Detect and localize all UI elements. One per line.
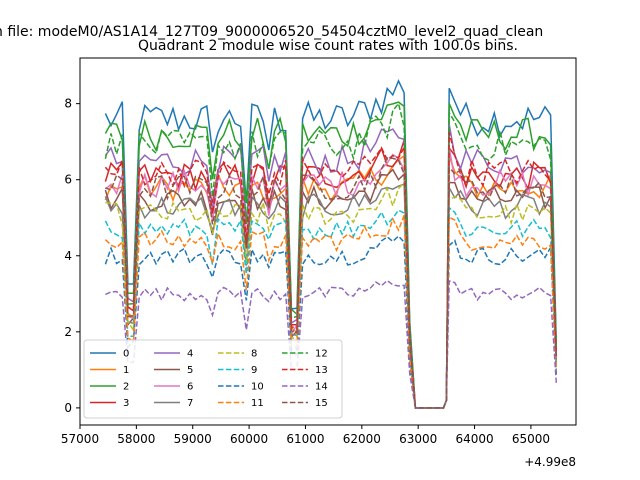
legend-label-6: 6 — [187, 382, 193, 393]
series-line-13 — [104, 132, 558, 409]
x-tick-label: 65000 — [512, 432, 550, 446]
legend-label-5: 5 — [187, 365, 193, 376]
chart-suptitle: n file: modeM0/AS1A14_127T09_9000006520_… — [0, 24, 543, 40]
y-tick-label: 2 — [64, 325, 72, 339]
legend-label-15: 15 — [315, 398, 328, 409]
series-line-3 — [104, 139, 558, 409]
series-line-11 — [104, 215, 558, 409]
legend-label-14: 14 — [315, 382, 328, 393]
series-line-15 — [105, 157, 558, 409]
series-line-12 — [104, 101, 558, 409]
y-tick-label: 4 — [64, 249, 72, 263]
legend-label-3: 3 — [123, 398, 129, 409]
x-axis: 57000 58000 59000 60000 61000 62000 63000 64000… — [61, 425, 550, 446]
legend-label-1: 1 — [123, 365, 129, 376]
x-offset-label: +4.99e8 — [524, 455, 576, 469]
x-tick-label: 60000 — [230, 432, 268, 446]
series-line-10 — [104, 235, 558, 409]
series-line-14 — [105, 279, 558, 409]
legend-label-12: 12 — [315, 349, 328, 360]
y-tick-label: 6 — [64, 173, 72, 187]
legend-label-9: 9 — [251, 365, 257, 376]
y-axis: 0 2 4 6 8 — [64, 97, 80, 415]
x-tick-label: 63000 — [399, 432, 437, 446]
y-tick-label: 0 — [64, 401, 72, 415]
series-line-6 — [104, 147, 558, 409]
x-tick-label: 64000 — [455, 432, 493, 446]
x-tick-label: 62000 — [343, 432, 381, 446]
legend-label-7: 7 — [187, 398, 193, 409]
legend-label-10: 10 — [251, 382, 264, 393]
y-tick-label: 8 — [64, 97, 72, 111]
legend-label-0: 0 — [123, 349, 129, 360]
legend-label-8: 8 — [251, 349, 257, 360]
x-tick-label: 59000 — [174, 432, 212, 446]
x-tick-label: 57000 — [61, 432, 99, 446]
series-line-5 — [104, 168, 558, 409]
legend-label-2: 2 — [123, 382, 129, 393]
series-line-2 — [104, 101, 558, 409]
legend-label-13: 13 — [315, 365, 328, 376]
legend-label-11: 11 — [251, 398, 264, 409]
x-tick-label: 61000 — [286, 432, 324, 446]
series-line-9 — [104, 206, 558, 409]
series-line-7 — [104, 183, 558, 409]
series-line-0 — [104, 79, 558, 409]
series-lines — [104, 79, 558, 409]
chart-title: Quadrant 2 module wise count rates with … — [138, 38, 518, 54]
plot-frame — [79, 57, 577, 426]
legend-label-4: 4 — [187, 349, 193, 360]
series-line-8 — [105, 180, 558, 409]
legend-box — [83, 339, 343, 419]
x-tick-label: 58000 — [117, 432, 155, 446]
